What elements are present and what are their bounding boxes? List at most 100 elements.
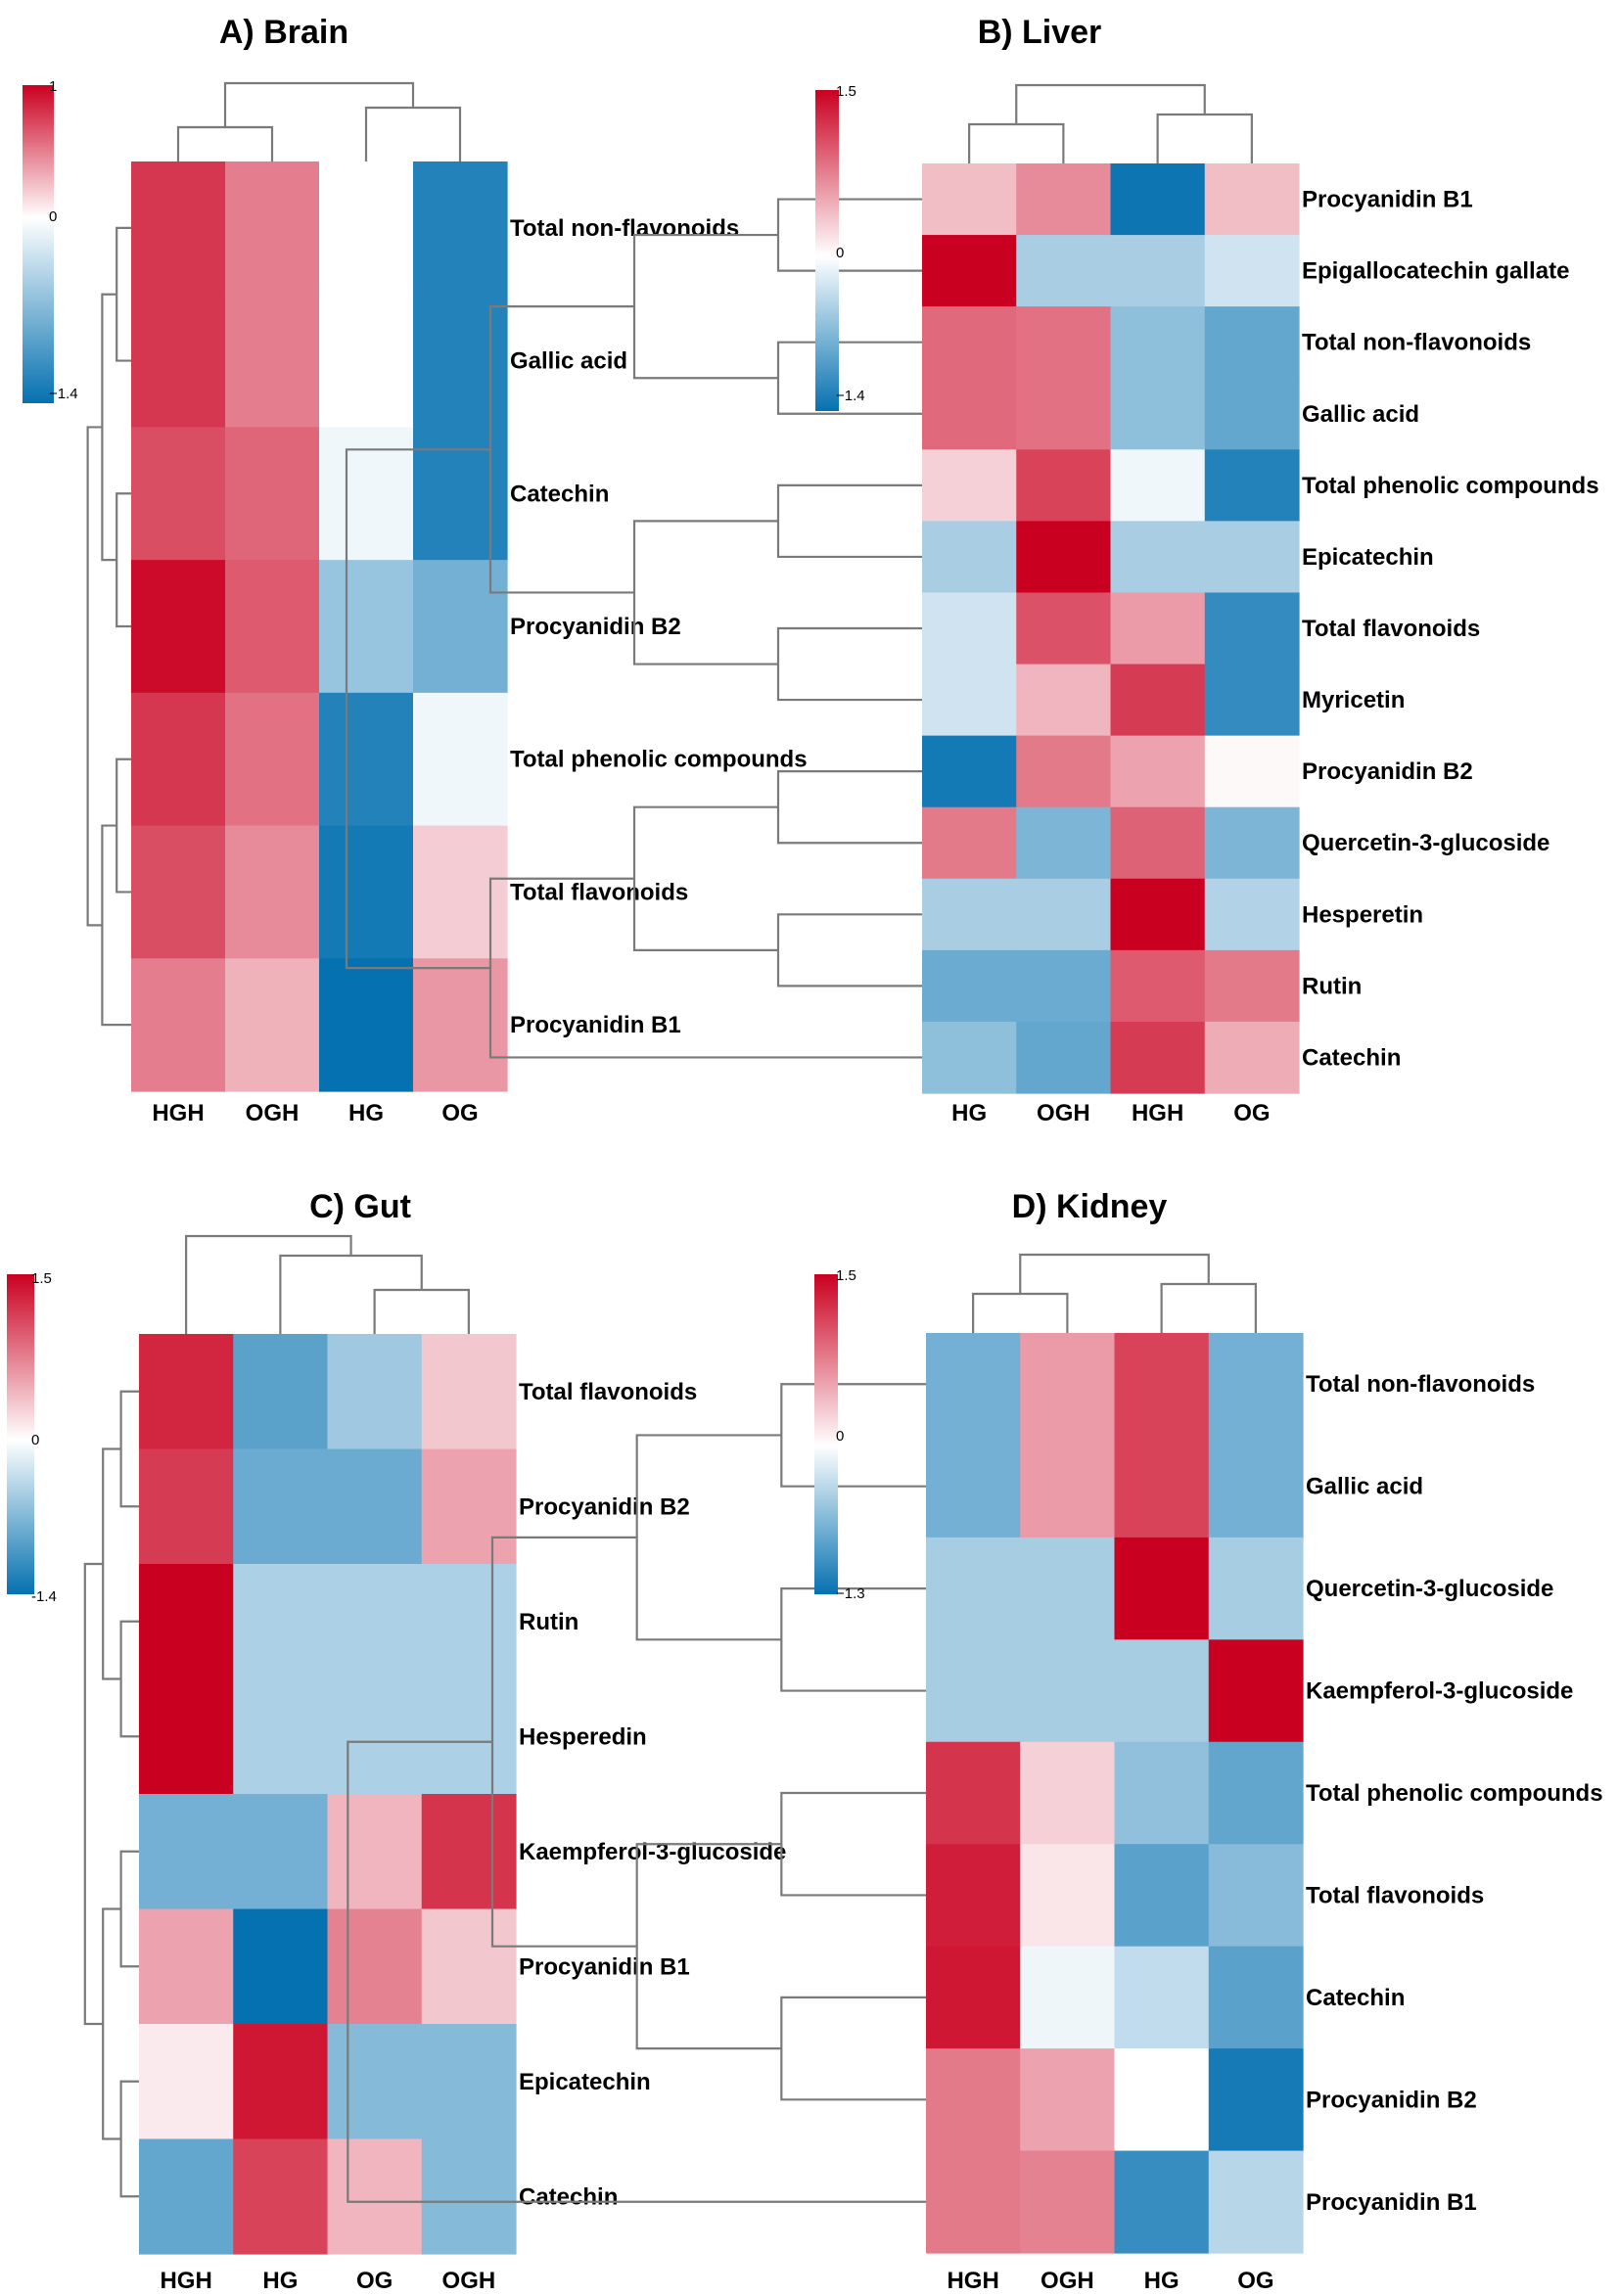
- heatmap-cell-procyanidin-b1-hg: [319, 958, 414, 1092]
- heatmap-cell-gallic-acid-hgh: [1110, 378, 1206, 450]
- heatmap-cell-total-phenolic-compounds-ogh: [225, 692, 320, 827]
- col-label-hgh: HGH: [1132, 1100, 1183, 1126]
- heatmap-cell-total-phenolic-compounds-hgh: [1110, 449, 1206, 522]
- col-label-ogh: OGH: [1037, 1100, 1090, 1126]
- heatmap-cell-total-phenolic-compounds-og: [413, 692, 508, 827]
- heatmap-cell-myricetin-og: [1204, 664, 1300, 737]
- color-bar-label: 1.5: [836, 83, 856, 100]
- heatmap-cell-catechin-hg: [319, 427, 414, 561]
- heatmap-cell-epicatechin-hg: [233, 2024, 329, 2140]
- color-bar-label: -1.4: [31, 1588, 57, 1605]
- heatmap-cell-rutin-hg: [233, 1564, 329, 1680]
- heatmap-cell-gallic-acid-hg: [319, 294, 414, 429]
- row-label-total-phenolic-compounds: Total phenolic compounds: [1302, 473, 1599, 499]
- heatmap-cell-procyanidin-b2-og: [1208, 2048, 1304, 2152]
- col-label-hg: HG: [1144, 2268, 1180, 2294]
- col-label-ogh: OGH: [246, 1100, 300, 1126]
- heatmap-cell-procyanidin-b2-ogh: [225, 560, 320, 694]
- row-label-total-flavonoids: Total flavonoids: [510, 879, 688, 905]
- heatmap-cell-hesperetin-hgh: [1110, 878, 1206, 951]
- heatmap-cell-quercetin-3-glucoside-ogh: [1016, 806, 1112, 880]
- heatmap-cell-rutin-hgh: [1110, 949, 1206, 1023]
- color-bar-label: 0: [49, 208, 57, 225]
- heatmap-cell-procyanidin-b2-hgh: [1110, 735, 1206, 808]
- heatmap-cell-procyanidin-b1-hgh: [139, 1908, 234, 2025]
- heatmap-cell-gallic-acid-ogh: [1020, 1435, 1116, 1538]
- col-label-ogh: OGH: [442, 2268, 496, 2294]
- heatmap-cell-procyanidin-b2-ogh: [1020, 2048, 1116, 2152]
- heatmap-cell-catechin-og: [1208, 1946, 1304, 2049]
- heatmap-cell-epicatechin-og: [327, 2024, 423, 2140]
- color-bar-label: −1.3: [836, 1585, 865, 1602]
- heatmap-cell-quercetin-3-glucoside-og: [1204, 806, 1300, 880]
- row-label-total-phenolic-compounds: Total phenolic compounds: [510, 747, 808, 773]
- heatmap-cell-procyanidin-b2-ogh: [1016, 735, 1112, 808]
- heatmap-cell-total-phenolic-compounds-hg: [1114, 1741, 1210, 1845]
- color-bar: [23, 85, 54, 403]
- row-label-quercetin-3-glucoside: Quercetin-3-glucoside: [1306, 1576, 1553, 1602]
- heatmap-cell-total-non-flavonoids-ogh: [225, 161, 320, 296]
- heatmap-cell-catechin-hg: [233, 2138, 329, 2255]
- heatmap-cell-catechin-hgh: [1110, 1021, 1206, 1094]
- heatmap-cell-procyanidin-b1-hg: [1114, 2150, 1210, 2254]
- color-bar-label: 1: [49, 78, 57, 95]
- column-dendrogram: [972, 1253, 1257, 1333]
- row-label-procyanidin-b1: Procyanidin B1: [510, 1012, 681, 1038]
- heatmap-cell-total-phenolic-compounds-hgh: [926, 1741, 1021, 1845]
- heatmap-cell-total-non-flavonoids-hgh: [1110, 306, 1206, 379]
- row-label-total-non-flavonoids: Total non-flavonoids: [510, 215, 739, 242]
- heatmap-cell-gallic-acid-og: [1204, 378, 1300, 450]
- row-label-rutin: Rutin: [1302, 973, 1362, 999]
- row-label-hesperetin: Hesperetin: [1302, 901, 1423, 928]
- color-bar: [815, 90, 839, 411]
- heatmap-cell-epigallocatechin-gallate-hg: [922, 235, 1017, 307]
- heatmap-cell-hesperetin-hg: [922, 878, 1017, 951]
- heatmap-cell-catechin-og: [1204, 1021, 1300, 1094]
- heatmap-cell-myricetin-ogh: [1016, 664, 1112, 737]
- heatmap-cell-total-flavonoids-ogh: [421, 1334, 517, 1450]
- heatmap-cell-catechin-hg: [922, 1021, 1017, 1094]
- col-label-og: OG: [1237, 2268, 1273, 2294]
- heatmap-cell-gallic-acid-hg: [1114, 1435, 1210, 1538]
- col-label-og: OG: [1233, 1100, 1270, 1126]
- row-label-total-flavonoids: Total flavonoids: [519, 1379, 697, 1405]
- liver-panel: B) Liver Procyanidin B1 Epigallocatechin g…: [345, 14, 1599, 1126]
- heatmap-cell-gallic-acid-hgh: [131, 294, 226, 429]
- panel-title: B) Liver: [978, 14, 1102, 51]
- panel-title: C) Gut: [309, 1188, 411, 1225]
- heatmap-cell-epicatechin-ogh: [1016, 521, 1112, 594]
- column-dendrogram: [176, 81, 462, 161]
- heatmap-cell-total-non-flavonoids-og: [1208, 1333, 1304, 1437]
- heatmap-cell-kaempferol-3-glucoside-hgh: [926, 1639, 1021, 1743]
- kidney-panel: D) Kidney Total non-flavonoids Gallic acid…: [347, 1188, 1603, 2294]
- heatmap-cell-gallic-acid-og: [1208, 1435, 1304, 1538]
- row-label-procyanidin-b1: Procyanidin B1: [519, 1953, 690, 1980]
- heatmap-cell-procyanidin-b1-ogh: [421, 1908, 517, 2025]
- heatmap-cell-procyanidin-b2-hg: [233, 1448, 329, 1565]
- col-label-hg: HG: [348, 1100, 384, 1126]
- row-dendrogram: [83, 1390, 139, 2198]
- heatmap-cell-procyanidin-b1-og: [1208, 2150, 1304, 2254]
- row-label-procyanidin-b2: Procyanidin B2: [1302, 758, 1473, 785]
- heatmap-cell-quercetin-3-glucoside-hgh: [1110, 806, 1206, 880]
- heatmap-cell-epicatechin-ogh: [421, 2024, 517, 2140]
- row-label-catechin: Catechin: [1306, 1985, 1405, 2011]
- col-label-og: OG: [356, 2268, 393, 2294]
- heatmap-cell-procyanidin-b2-hg: [922, 735, 1017, 808]
- heatmap-cell-total-phenolic-compounds-ogh: [1016, 449, 1112, 522]
- color-bar: [814, 1274, 838, 1594]
- row-label-epicatechin: Epicatechin: [1302, 544, 1434, 571]
- heatmap-cell-kaempferol-3-glucoside-ogh: [1020, 1639, 1116, 1743]
- heatmap-cell-quercetin-3-glucoside-og: [1208, 1537, 1304, 1640]
- panel-title: D) Kidney: [1012, 1188, 1168, 1225]
- row-label-catechin: Catechin: [519, 2183, 618, 2210]
- row-label-total-flavonoids: Total flavonoids: [1306, 1882, 1484, 1908]
- color-bar-label: 1.5: [836, 1267, 856, 1284]
- heatmap-cell-hesperedin-hgh: [139, 1678, 234, 1795]
- heatmap-cell-rutin-ogh: [421, 1564, 517, 1680]
- color-bar-label: 1.5: [31, 1270, 52, 1287]
- brain-panel: A) Brain Total non-flavonoids Gallic acid C…: [23, 14, 808, 1126]
- heatmap-cell-procyanidin-b1-ogh: [1020, 2150, 1116, 2254]
- heatmap-cell-total-flavonoids-og: [1204, 592, 1300, 666]
